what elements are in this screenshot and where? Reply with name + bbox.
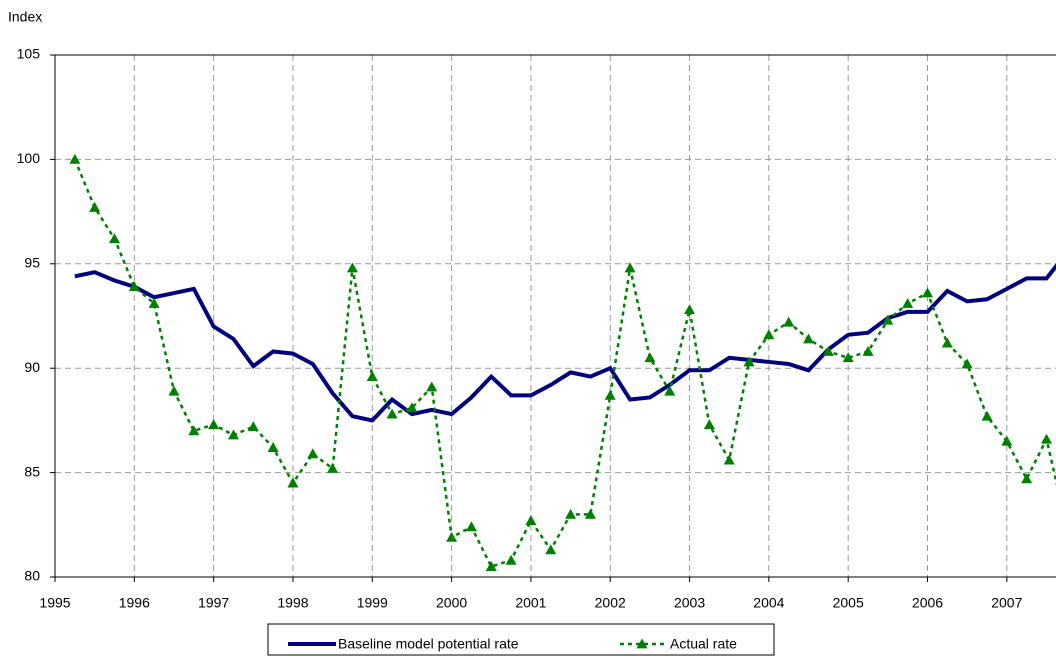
y-axis-label: Index <box>8 9 42 25</box>
data-point <box>168 385 180 396</box>
data-point <box>465 521 477 532</box>
plot-frame <box>54 54 1056 578</box>
x-tick-label: 1995 <box>39 595 70 611</box>
data-point <box>426 381 438 392</box>
data-point <box>366 371 378 381</box>
data-point <box>247 421 259 432</box>
data-point <box>862 345 874 356</box>
data-point <box>287 477 299 488</box>
data-point <box>723 454 735 465</box>
x-tick-label: 2002 <box>595 595 626 611</box>
data-point <box>227 429 239 440</box>
series-line <box>74 263 1056 423</box>
x-tick-label: 1998 <box>277 595 308 611</box>
x-tick-label: 2001 <box>515 595 546 611</box>
data-point <box>743 356 755 367</box>
data-point <box>584 508 596 519</box>
data-point <box>882 314 894 325</box>
data-point <box>922 287 934 298</box>
y-tick-label: 90 <box>24 359 40 375</box>
data-point <box>128 281 140 292</box>
data-point <box>108 233 120 244</box>
data-point <box>307 448 319 459</box>
x-tick-label: 2000 <box>436 595 467 611</box>
data-point <box>842 352 854 363</box>
data-point <box>981 410 993 421</box>
y-tick-label: 85 <box>24 463 40 479</box>
data-point <box>267 442 279 452</box>
data-point <box>783 316 795 327</box>
x-tick-label: 1997 <box>198 595 229 611</box>
data-point <box>803 333 815 344</box>
data-point <box>406 402 418 413</box>
x-tick-label: 1999 <box>357 595 388 611</box>
legend-label: Actual rate <box>670 636 737 652</box>
data-point <box>1021 473 1033 484</box>
x-tick-label: 2004 <box>753 595 784 611</box>
data-point <box>327 462 339 473</box>
data-point <box>386 408 398 419</box>
data-point <box>446 531 458 542</box>
data-point <box>822 345 834 356</box>
data-point <box>902 297 914 308</box>
x-tick-label: 1996 <box>119 595 150 611</box>
y-tick-label: 105 <box>17 46 41 62</box>
data-point <box>703 419 715 429</box>
data-point <box>89 201 101 212</box>
data-point <box>664 385 676 396</box>
data-point <box>208 419 220 429</box>
data-point <box>1040 433 1052 444</box>
data-point <box>69 153 81 164</box>
legend-label: Baseline model potential rate <box>338 636 519 652</box>
data-point <box>763 329 775 340</box>
data-point <box>346 262 358 273</box>
legend-swatch <box>636 638 648 649</box>
data-point <box>565 508 577 519</box>
data-point <box>961 358 973 369</box>
x-tick-label: 2006 <box>912 595 943 611</box>
x-tick-label: 2005 <box>833 595 864 611</box>
data-point <box>188 425 200 436</box>
data-point <box>684 304 696 315</box>
data-point <box>941 337 953 348</box>
legend-box <box>267 623 775 656</box>
data-point <box>148 297 160 308</box>
series-line <box>73 158 1056 569</box>
data-point <box>545 544 557 555</box>
x-tick-label: 2007 <box>991 595 1022 611</box>
data-point <box>525 515 537 526</box>
data-point <box>644 352 656 363</box>
y-tick-label: 80 <box>24 568 40 584</box>
data-point <box>604 389 616 400</box>
data-point <box>1001 435 1013 446</box>
y-tick-label: 95 <box>24 255 40 271</box>
data-point <box>485 561 497 571</box>
x-tick-label: 2003 <box>674 595 705 611</box>
y-tick-label: 100 <box>17 150 41 166</box>
data-point <box>505 554 517 565</box>
data-point <box>624 262 636 273</box>
